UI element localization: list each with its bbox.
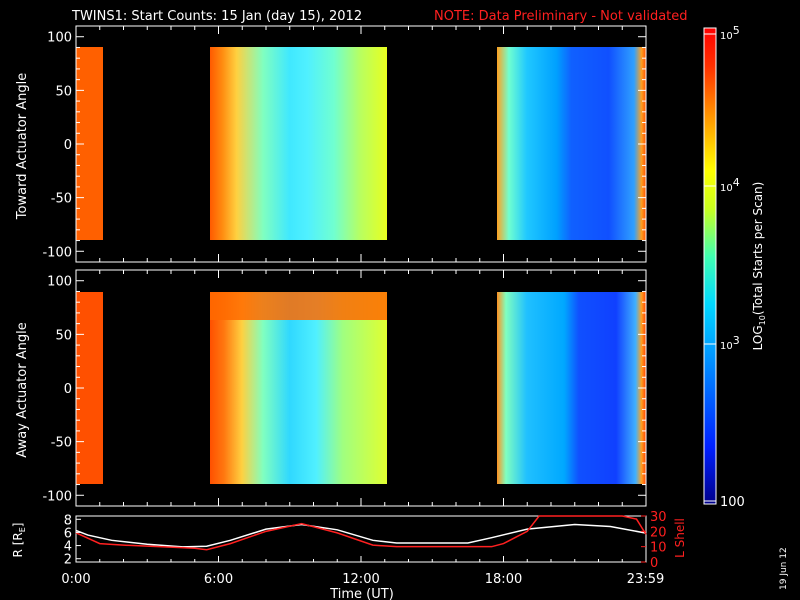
svg-text:R [RE]: R [RE] xyxy=(11,523,27,558)
orbit-right-ytick-label: 30 xyxy=(650,510,667,525)
x-axis-label: Time (UT) xyxy=(329,587,394,600)
orbit-panel-frame xyxy=(75,515,647,563)
colorbar xyxy=(704,28,716,504)
toward-ytick-label: -50 xyxy=(51,192,72,207)
orbit-left-ytick-label: 4 xyxy=(64,540,72,555)
colorbar-tick-label: 100 xyxy=(720,495,745,510)
preliminary-note: NOTE: Data Preliminary - Not validated xyxy=(434,9,688,24)
away-ylabel: Away Actuator Angle xyxy=(15,322,30,457)
orbit-left-ylabel-main: R [R xyxy=(11,532,25,557)
away-panel xyxy=(75,269,647,507)
colorbar-label-main: LOG xyxy=(751,325,765,350)
svg-text:LOG10(Total Starts per Scan): LOG10(Total Starts per Scan) xyxy=(751,182,767,351)
away-ytick-label: -50 xyxy=(51,436,72,451)
colorbar-label: LOG10(Total Starts per Scan) xyxy=(751,182,767,351)
radius-line xyxy=(75,523,647,548)
axis-ticks: 100500-50-100100500-50-100864230201000:0… xyxy=(42,26,667,587)
orbit-right-ytick-label: 10 xyxy=(650,541,667,556)
orbit-left-ylabel-tail: ] xyxy=(11,523,25,528)
toward-ytick-label: -100 xyxy=(42,245,72,260)
toward-ytick-label: 100 xyxy=(47,31,72,46)
toward-ylabel: Toward Actuator Angle xyxy=(15,73,30,220)
colorbar-frame xyxy=(703,27,717,505)
away-block-2 xyxy=(210,292,387,484)
colorbar-label-tail: (Total Starts per Scan) xyxy=(751,182,765,316)
x-tick-label: 0:00 xyxy=(61,572,90,587)
toward-ytick-label: 50 xyxy=(55,84,72,99)
toward-panel xyxy=(75,25,647,263)
colorbar-ticks: 105 104 103 100 xyxy=(704,24,745,510)
x-tick-label: 12:00 xyxy=(342,572,379,587)
orbit-left-ylabel-sub: E xyxy=(18,527,27,532)
toward-ytick-label: 0 xyxy=(64,138,72,153)
orbit-left-ytick-label: 2 xyxy=(64,553,72,568)
colorbar-tick-label: 104 xyxy=(720,176,740,194)
colorbar-label-sub: 10 xyxy=(758,315,767,325)
toward-block-3 xyxy=(497,47,646,240)
away-block-3 xyxy=(497,292,646,484)
orbit-left-ytick-label: 8 xyxy=(64,513,72,528)
lshell-line xyxy=(75,515,647,551)
orbit-right-ytick-label: 0 xyxy=(650,556,658,571)
footer-date: 19 Jun 12 xyxy=(779,547,789,590)
orbit-left-ytick-label: 6 xyxy=(64,526,72,541)
away-ytick-label: 0 xyxy=(64,382,72,397)
chart-title: TWINS1: Start Counts: 15 Jan (day 15), 2… xyxy=(71,9,362,24)
away-ytick-label: 50 xyxy=(55,328,72,343)
away-block-2-top-band xyxy=(210,292,387,320)
orbit-right-ytick-label: 20 xyxy=(650,525,667,540)
away-ytick-label: 100 xyxy=(47,275,72,290)
orbit-right-ylabel: L Shell xyxy=(673,518,687,558)
toward-block-2 xyxy=(210,47,387,240)
orbit-lines xyxy=(75,515,647,551)
x-tick-label: 23:59 xyxy=(627,572,664,587)
colorbar-tick-label: 103 xyxy=(720,334,740,352)
x-tick-label: 6:00 xyxy=(204,572,233,587)
away-ytick-label: -100 xyxy=(42,489,72,504)
colorbar-tick-label: 105 xyxy=(720,24,740,42)
x-tick-label: 18:00 xyxy=(485,572,522,587)
orbit-left-ylabel: R [RE] xyxy=(11,523,27,558)
